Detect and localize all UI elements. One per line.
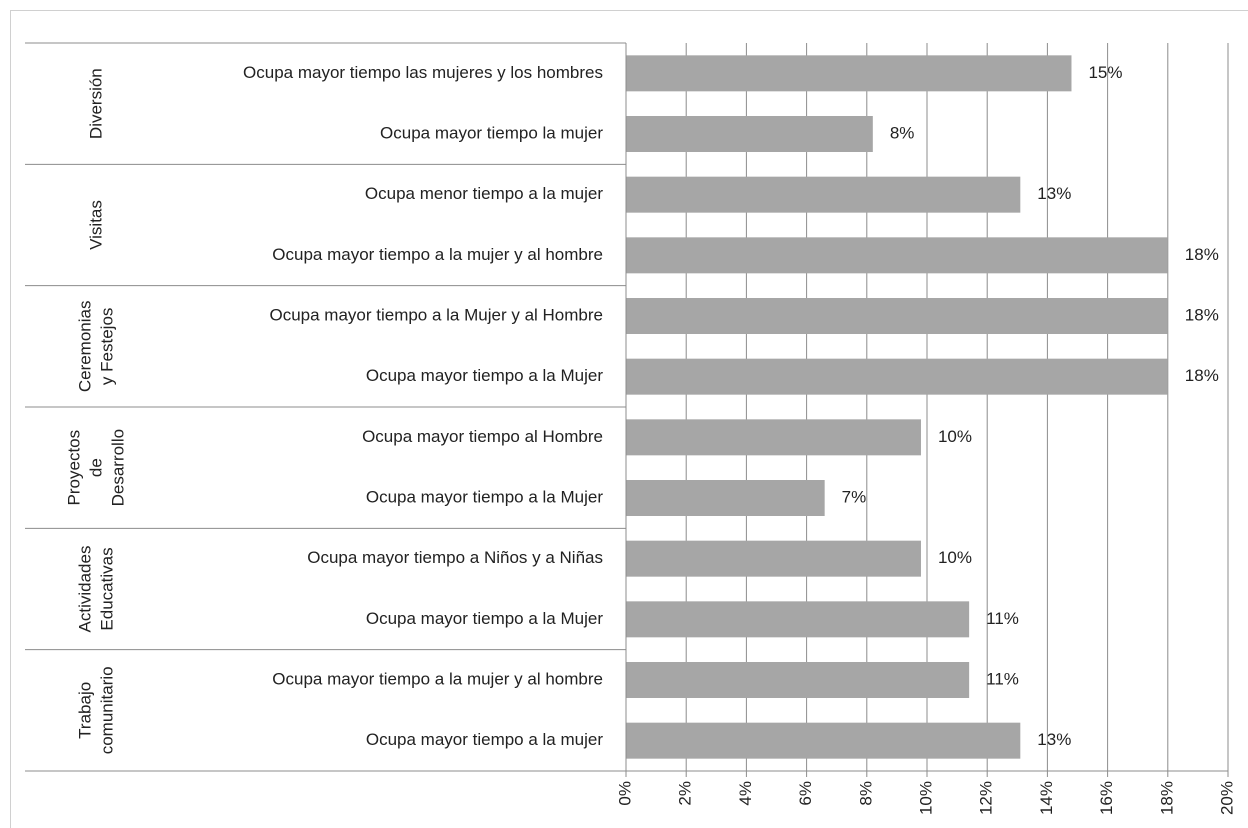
x-tick-label: 20% [1217,781,1236,815]
chart-border [10,10,1248,828]
x-tick-label: 2% [676,781,695,806]
group-label: Trabajo [75,682,94,739]
category-label: Ocupa mayor tiempo a la Mujer [366,609,603,628]
data-label: 11% [986,669,1019,688]
x-tick-label: 8% [856,781,875,806]
x-tick-label: 14% [1037,781,1056,815]
data-label: 18% [1185,245,1219,264]
category-label: Ocupa mayor tiempo a la mujer y al hombr… [272,245,603,264]
x-tick-label: 16% [1097,781,1116,815]
group-label: de [86,458,105,477]
group-label: comunitario [97,666,116,754]
bar [626,480,825,516]
data-label: 11% [986,609,1019,628]
category-label: Ocupa mayor tiempo al Hombre [362,427,603,446]
x-tick-label: 0% [615,781,634,806]
data-label: 18% [1185,305,1219,324]
bar [626,662,970,698]
group-label: Proyectos [64,430,83,506]
data-label: 13% [1037,730,1071,749]
x-tick-label: 4% [736,781,755,806]
x-tick-label: 12% [977,781,996,815]
category-label: Ocupa mayor tiempo a la Mujer [366,487,603,506]
bar [626,237,1168,274]
x-tick-label: 6% [796,781,815,806]
category-label: Ocupa mayor tiempo a Niños y a Niñas [307,548,603,567]
bar [626,358,1168,395]
category-label: Ocupa menor tiempo a la mujer [365,184,603,203]
category-label: Ocupa mayor tiempo a la Mujer [366,366,603,385]
bar [626,601,970,638]
data-label: 15% [1088,63,1122,82]
group-label: Actividades [75,546,94,633]
data-label: 13% [1037,184,1071,203]
data-label: 8% [890,123,915,142]
bar [626,722,1021,759]
bar [626,55,1072,92]
x-tick-label: 10% [916,781,935,815]
bar [626,540,921,577]
bar [626,298,1168,334]
group-label: Diversión [86,68,105,139]
group-label: Desarrollo [108,429,127,506]
category-label: Ocupa mayor tiempo las mujeres y los hom… [243,63,603,82]
data-label: 18% [1185,366,1219,385]
data-label: 10% [938,548,972,567]
x-tick-label: 18% [1157,781,1176,815]
bar [626,176,1021,213]
bar [626,419,921,456]
data-label: 10% [938,427,972,446]
group-label: Ceremonias [75,301,94,393]
group-label: Visitas [86,200,105,250]
category-label: Ocupa mayor tiempo a la Mujer y al Hombr… [269,305,603,324]
group-label: Educativas [97,547,116,630]
category-label: Ocupa mayor tiempo a la mujer y al hombr… [272,669,603,688]
category-label: Ocupa mayor tiempo a la mujer [366,730,603,749]
bar [626,116,873,152]
group-label: y Festejos [97,308,116,385]
data-label: 7% [842,487,867,506]
category-label: Ocupa mayor tiempo la mujer [380,123,603,142]
